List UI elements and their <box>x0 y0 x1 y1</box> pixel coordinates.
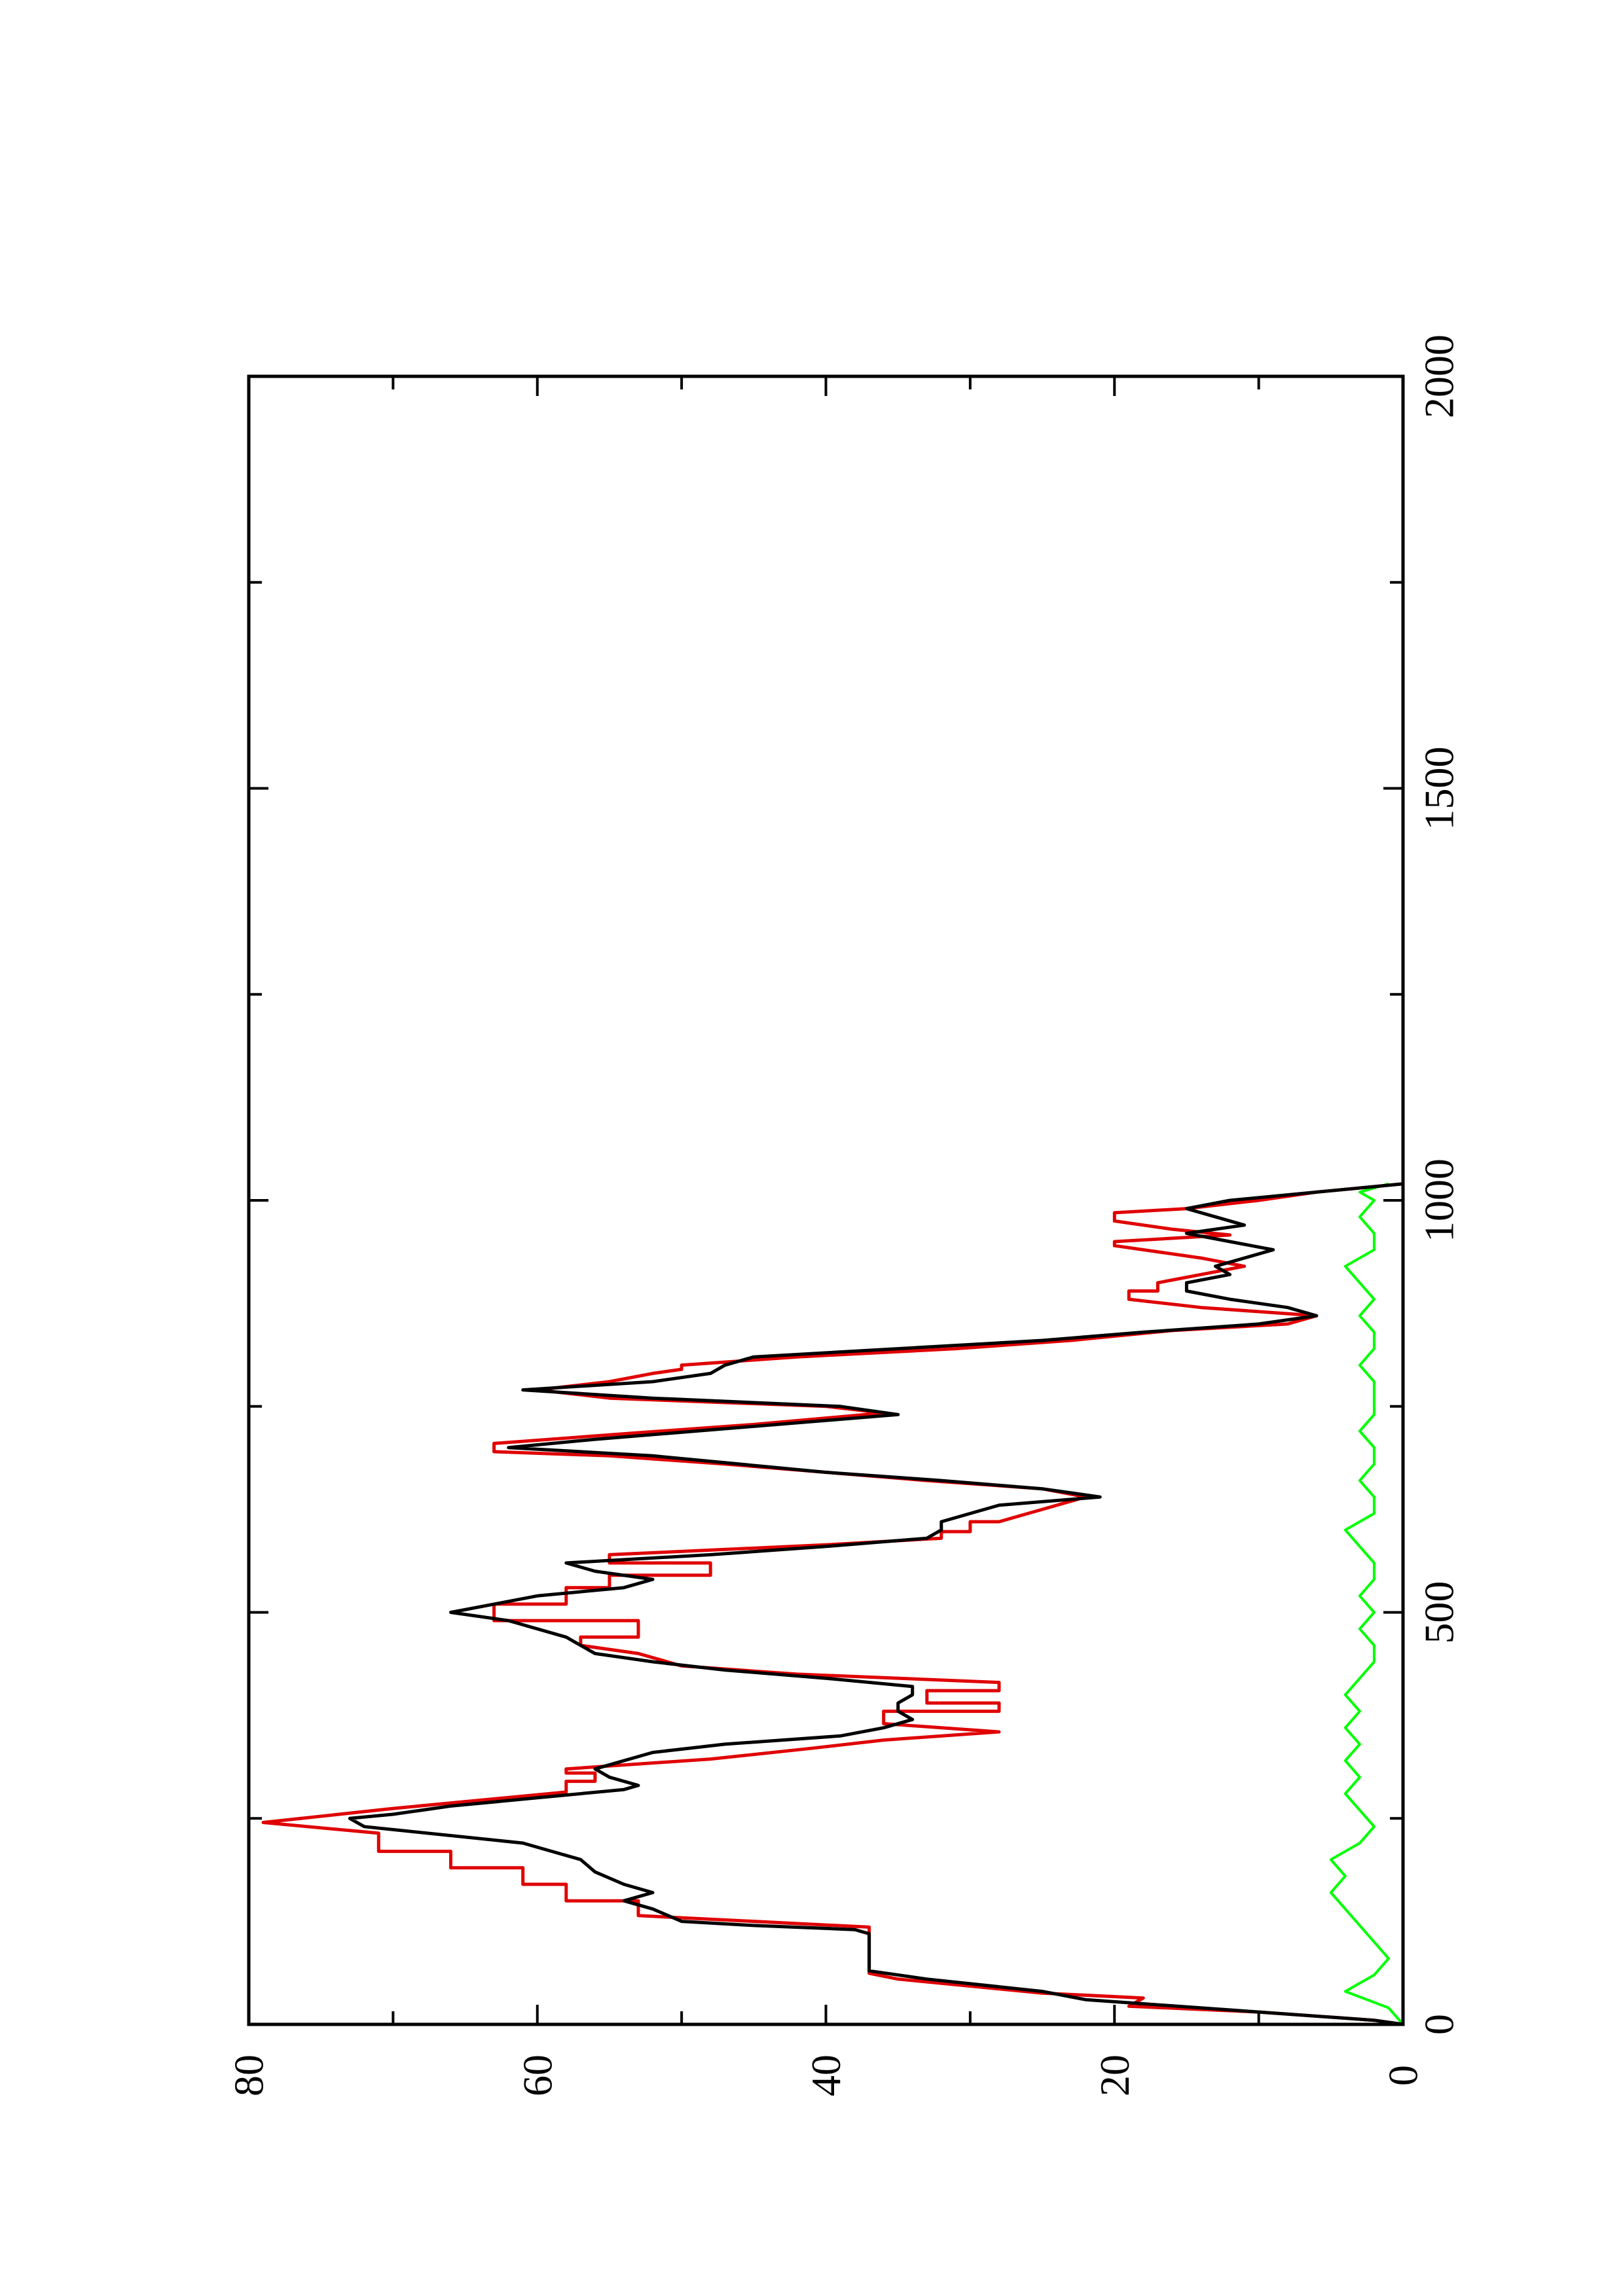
green-series-line <box>1329 1182 1404 2026</box>
x-tick-label: 500 <box>1416 1581 1463 1644</box>
black-series-line <box>348 1182 1404 2026</box>
y-tick-label: 0 <box>1380 2065 1427 2086</box>
x-tick-label: 1000 <box>1416 1158 1463 1242</box>
x-tick-label: 0 <box>1416 2014 1463 2035</box>
x-tick-label: 1500 <box>1416 747 1463 831</box>
tick-labels: 0 500 1000 1500 2000 0 20 40 60 80 <box>226 334 1463 2096</box>
red-series-line <box>261 1182 1404 2026</box>
y-tick-label: 20 <box>1091 2054 1138 2096</box>
plot-frame <box>247 374 1405 2026</box>
y-tick-label: 60 <box>514 2054 560 2096</box>
x-tick-label: 2000 <box>1416 334 1463 418</box>
series-group <box>261 1182 1404 2026</box>
y-tick-label: 80 <box>226 2054 272 2096</box>
y-tick-label: 40 <box>803 2054 849 2096</box>
